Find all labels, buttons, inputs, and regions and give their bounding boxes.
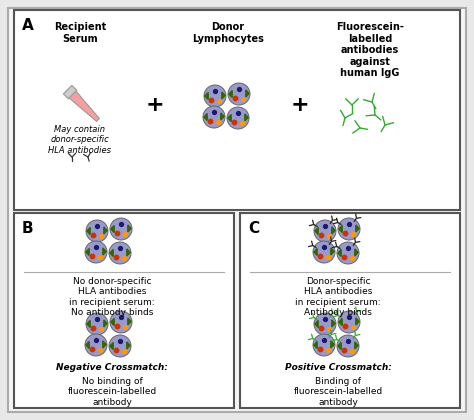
FancyBboxPatch shape [14, 213, 234, 408]
Polygon shape [104, 320, 107, 327]
Polygon shape [332, 227, 335, 234]
FancyBboxPatch shape [14, 10, 460, 210]
Polygon shape [315, 320, 318, 328]
Polygon shape [221, 113, 224, 120]
Polygon shape [331, 248, 334, 255]
Polygon shape [246, 90, 249, 97]
Text: Donor-specific
HLA antibodies
in recipient serum:
Antibody binds: Donor-specific HLA antibodies in recipie… [295, 277, 381, 317]
Polygon shape [103, 248, 106, 255]
Text: +: + [146, 95, 164, 115]
Polygon shape [314, 249, 317, 255]
Polygon shape [356, 225, 359, 232]
Polygon shape [86, 341, 89, 349]
Polygon shape [110, 342, 113, 349]
FancyBboxPatch shape [8, 8, 466, 412]
Polygon shape [228, 115, 231, 121]
Polygon shape [315, 228, 318, 234]
Circle shape [313, 241, 335, 263]
Polygon shape [127, 249, 130, 256]
Circle shape [337, 335, 359, 357]
Polygon shape [110, 249, 113, 257]
Circle shape [110, 311, 132, 333]
Text: A: A [22, 18, 34, 33]
Circle shape [204, 85, 226, 107]
Text: C: C [248, 221, 259, 236]
Text: Recipient
Serum: Recipient Serum [54, 22, 106, 44]
Circle shape [228, 83, 250, 105]
Polygon shape [103, 341, 106, 348]
Text: Negative Crossmatch:: Negative Crossmatch: [56, 363, 168, 372]
Text: May contain
donor-specific
HLA antibodies: May contain donor-specific HLA antibodie… [48, 125, 111, 155]
Polygon shape [338, 249, 341, 257]
Text: No donor-specific
HLA antibodies
in recipient serum:
No antibody binds: No donor-specific HLA antibodies in reci… [69, 277, 155, 317]
Circle shape [314, 313, 336, 335]
Polygon shape [87, 228, 90, 234]
Polygon shape [356, 318, 359, 325]
Text: +: + [291, 95, 310, 115]
Polygon shape [338, 342, 341, 349]
Circle shape [85, 241, 107, 263]
Text: Donor
Lymphocytes: Donor Lymphocytes [192, 22, 264, 44]
Polygon shape [128, 225, 131, 232]
Polygon shape [331, 341, 334, 348]
Polygon shape [111, 226, 114, 233]
Polygon shape [245, 114, 248, 121]
Circle shape [86, 313, 108, 335]
Circle shape [338, 311, 360, 333]
Text: Binding of
fluorescein-labelled
antibody: Binding of fluorescein-labelled antibody [293, 377, 383, 407]
Polygon shape [332, 320, 335, 327]
Polygon shape [222, 92, 225, 99]
Polygon shape [229, 90, 232, 97]
Circle shape [110, 218, 132, 240]
Text: Fluorescein-
labelled
antibodies
against
human IgG: Fluorescein- labelled antibodies against… [336, 22, 404, 79]
Polygon shape [87, 320, 90, 328]
Polygon shape [204, 113, 207, 121]
FancyBboxPatch shape [240, 213, 460, 408]
Polygon shape [339, 226, 342, 233]
Polygon shape [64, 85, 77, 99]
Circle shape [86, 220, 108, 242]
Circle shape [313, 334, 335, 356]
Circle shape [227, 107, 249, 129]
Circle shape [109, 335, 131, 357]
Circle shape [203, 106, 225, 128]
Polygon shape [128, 318, 131, 325]
Circle shape [314, 220, 336, 242]
Polygon shape [68, 89, 100, 121]
Circle shape [337, 242, 359, 264]
Circle shape [338, 218, 360, 240]
Polygon shape [104, 227, 107, 234]
Polygon shape [355, 249, 358, 256]
Polygon shape [339, 318, 342, 326]
Polygon shape [127, 342, 130, 349]
Polygon shape [314, 341, 317, 349]
Text: No binding of
fluorescein-labelled
antibody: No binding of fluorescein-labelled antib… [67, 377, 156, 407]
Text: B: B [22, 221, 34, 236]
Text: Positive Crossmatch:: Positive Crossmatch: [284, 363, 392, 372]
Polygon shape [205, 92, 208, 100]
Polygon shape [355, 342, 358, 349]
Circle shape [85, 334, 107, 356]
Polygon shape [111, 318, 114, 326]
Circle shape [109, 242, 131, 264]
Polygon shape [86, 249, 89, 255]
